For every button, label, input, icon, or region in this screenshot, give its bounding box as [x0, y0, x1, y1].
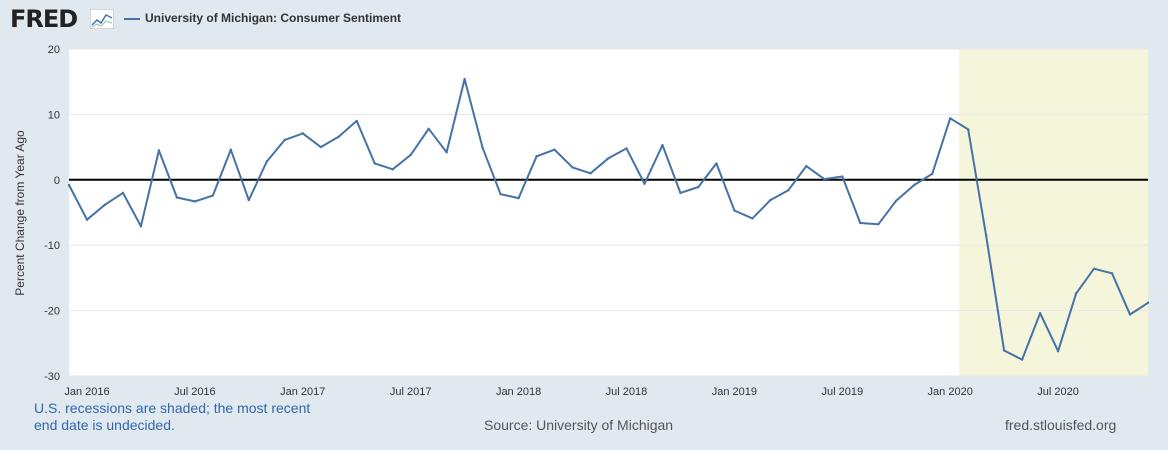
data-point — [805, 164, 808, 168]
series-points — [67, 77, 1150, 361]
data-point — [211, 194, 215, 197]
data-point — [517, 196, 520, 200]
x-tick-label: Jan 2018 — [496, 386, 541, 398]
data-point — [607, 157, 610, 160]
recession-shading-layer — [959, 49, 1148, 376]
data-point — [931, 172, 934, 176]
data-point — [841, 175, 844, 178]
data-point — [625, 147, 628, 150]
x-tick-label: Jan 2017 — [280, 386, 325, 398]
x-tick-label: Jan 2016 — [64, 386, 109, 398]
data-point — [1092, 267, 1096, 270]
data-point — [733, 209, 736, 212]
data-point — [966, 128, 970, 131]
data-point — [948, 117, 952, 120]
data-point — [355, 119, 358, 123]
fred-chart-icon — [90, 9, 114, 29]
data-point — [409, 153, 412, 157]
data-point — [895, 199, 898, 202]
data-point — [1074, 292, 1078, 295]
chart-header: FRED University of Michigan: Consumer Se… — [0, 0, 1168, 40]
data-point — [193, 200, 197, 203]
data-point — [571, 166, 574, 169]
data-point — [337, 135, 340, 138]
legend-label: University of Michigan: Consumer Sentime… — [145, 11, 402, 25]
data-point — [697, 185, 700, 189]
data-point — [787, 189, 790, 192]
data-point — [661, 143, 664, 147]
data-point — [121, 191, 125, 195]
y-tick-labels: -30 -20 -10 0 10 20 — [44, 44, 60, 383]
data-point — [247, 198, 251, 202]
y-axis-label: Percent Change from Year Ago — [13, 130, 27, 296]
recession-note: U.S. recessions are shaded; the most rec… — [34, 400, 311, 433]
data-point — [301, 132, 304, 135]
data-point — [589, 172, 592, 175]
data-point — [679, 191, 682, 195]
data-point — [481, 146, 484, 149]
data-point — [913, 183, 916, 187]
data-point — [823, 177, 826, 181]
data-point — [67, 183, 71, 187]
gridlines — [69, 48, 1148, 377]
y-tick-label: 0 — [54, 175, 60, 187]
x-tick-label: Jan 2019 — [712, 386, 757, 398]
site-link[interactable]: fred.stlouisfed.org — [1005, 417, 1117, 433]
x-tick-labels: Jan 2016 Jul 2016 Jan 2017 Jul 2017 Jan 2018… — [64, 386, 1079, 398]
x-tick-label: Jan 2020 — [928, 386, 973, 398]
data-point — [1002, 349, 1006, 352]
x-tick-label: Jul 2017 — [390, 386, 432, 398]
data-point — [535, 155, 538, 158]
data-point — [157, 149, 161, 152]
data-point — [445, 151, 448, 154]
data-point — [1020, 358, 1024, 361]
data-point — [175, 196, 179, 199]
data-point — [229, 148, 233, 151]
data-point — [769, 198, 772, 202]
x-tick-label: Jul 2016 — [174, 386, 216, 398]
data-point — [553, 148, 556, 151]
data-point — [877, 223, 880, 226]
data-point — [859, 221, 862, 225]
data-point — [103, 203, 107, 206]
data-point — [643, 182, 646, 185]
data-point — [391, 168, 394, 171]
data-point — [265, 160, 269, 163]
data-point — [1146, 301, 1150, 304]
y-tick-label: 10 — [48, 109, 60, 121]
data-point — [85, 218, 89, 221]
data-point — [715, 162, 718, 165]
data-point — [139, 225, 143, 228]
x-tick-label: Jul 2019 — [821, 386, 863, 398]
fred-logo[interactable]: FRED — [10, 5, 78, 33]
recession-band — [959, 49, 1148, 376]
y-tick-label: -20 — [44, 306, 60, 318]
data-point — [1110, 272, 1114, 275]
data-point — [283, 138, 286, 142]
data-point — [373, 162, 376, 165]
data-point — [984, 234, 988, 237]
y-tick-label: 20 — [48, 44, 60, 56]
y-tick-label: -10 — [44, 240, 60, 252]
x-tick-label: Jul 2020 — [1037, 386, 1079, 398]
data-point — [1056, 349, 1060, 353]
y-tick-label: -30 — [44, 371, 60, 383]
source-label: Source: University of Michigan — [484, 417, 674, 433]
x-tick-label: Jul 2018 — [606, 386, 648, 398]
data-point — [319, 145, 322, 149]
data-point — [1128, 313, 1132, 316]
legend-swatch — [124, 18, 140, 20]
data-point — [499, 192, 502, 196]
data-point — [427, 127, 430, 130]
data-point — [751, 217, 754, 220]
data-point — [1038, 312, 1042, 315]
data-point — [463, 77, 466, 81]
